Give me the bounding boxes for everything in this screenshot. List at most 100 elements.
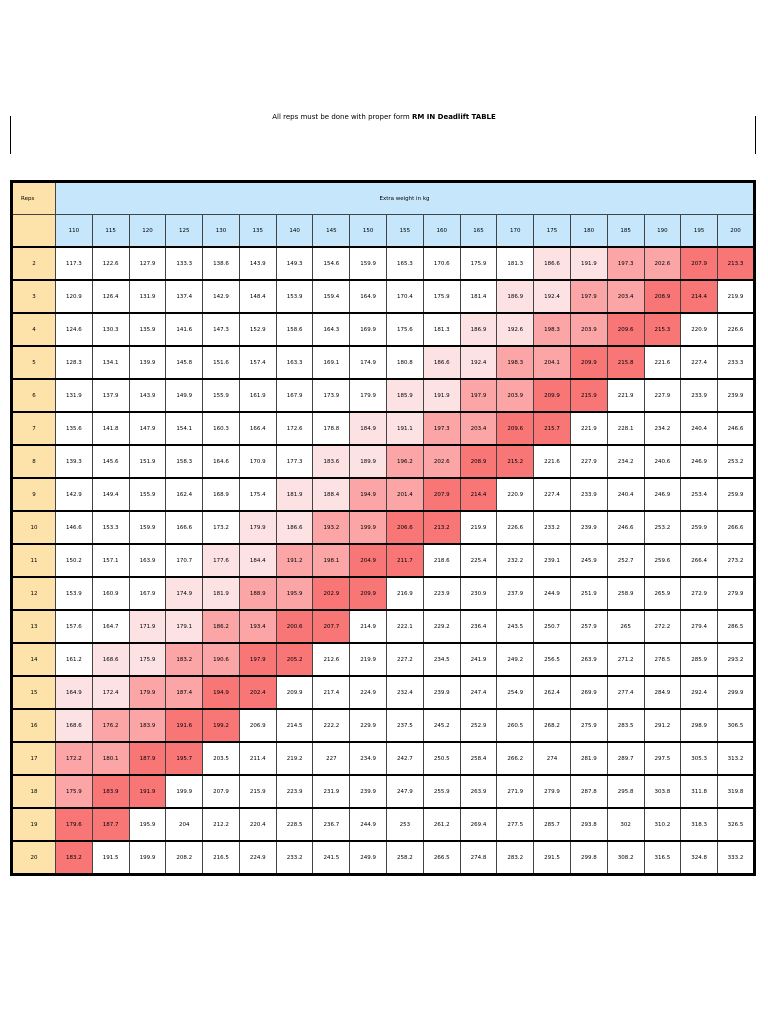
value-cell: 197.3 xyxy=(606,246,645,281)
value-cell: 286.5 xyxy=(717,609,755,644)
value-cell: 239.1 xyxy=(533,543,571,578)
value-cell: 220.9 xyxy=(680,312,719,347)
value-cell: 215.9 xyxy=(238,774,277,809)
value-cell: 225.4 xyxy=(459,543,498,578)
value-cell: 261.2 xyxy=(422,807,461,842)
value-cell: 271.9 xyxy=(496,774,535,809)
reps-cell: 15 xyxy=(11,675,56,710)
weight-column-header: 185 xyxy=(606,214,645,248)
value-cell: 234.2 xyxy=(606,444,645,479)
value-cell: 191.2 xyxy=(275,543,314,578)
value-cell: 186.9 xyxy=(496,279,535,314)
title-bold: RM IN Deadlift TABLE xyxy=(411,113,496,121)
value-cell: 207.7 xyxy=(312,609,351,644)
value-cell: 291.5 xyxy=(533,840,571,876)
value-cell: 151.9 xyxy=(128,444,167,479)
value-cell: 181.3 xyxy=(496,246,535,281)
value-cell: 150.2 xyxy=(55,543,93,578)
value-cell: 277.4 xyxy=(606,675,645,710)
value-cell: 186.9 xyxy=(459,312,498,347)
value-cell: 186.6 xyxy=(422,345,461,380)
value-cell: 206.6 xyxy=(386,510,424,545)
value-cell: 237.9 xyxy=(496,576,535,611)
value-cell: 333.2 xyxy=(717,840,755,876)
value-cell: 165.3 xyxy=(386,246,424,281)
value-cell: 194.9 xyxy=(202,675,240,710)
value-cell: 170.7 xyxy=(165,543,204,578)
value-cell: 175.9 xyxy=(422,279,461,314)
value-cell: 202.6 xyxy=(643,246,682,281)
table-row: 15 164.9 172.4 179.9 187.4 194.9 202.4 209.9 217… xyxy=(11,675,755,710)
value-cell: 250.5 xyxy=(422,741,461,776)
value-cell: 161.9 xyxy=(238,378,277,413)
value-cell: 228.5 xyxy=(275,807,314,842)
value-cell: 211.7 xyxy=(386,543,424,578)
value-cell: 158.3 xyxy=(165,444,204,479)
value-cell: 195.9 xyxy=(275,576,314,611)
value-cell: 192.4 xyxy=(459,345,498,380)
value-cell: 240.4 xyxy=(680,411,719,446)
value-cell: 183.2 xyxy=(165,642,204,677)
value-cell: 313.2 xyxy=(717,741,755,776)
value-cell: 124.6 xyxy=(55,312,93,347)
value-cell: 236.7 xyxy=(312,807,351,842)
value-cell: 172.2 xyxy=(55,741,93,776)
value-cell: 279.9 xyxy=(717,576,755,611)
value-cell: 209.6 xyxy=(496,411,535,446)
reps-cell: 14 xyxy=(11,642,56,677)
value-cell: 319.8 xyxy=(717,774,755,809)
value-cell: 305.3 xyxy=(680,741,719,776)
value-cell: 224.9 xyxy=(238,840,277,876)
value-cell: 221.6 xyxy=(643,345,682,380)
weight-column-header: 145 xyxy=(312,214,351,248)
value-cell: 181.4 xyxy=(459,279,498,314)
value-cell: 306.5 xyxy=(717,708,755,743)
value-cell: 168.6 xyxy=(55,708,93,743)
value-cell: 148.4 xyxy=(238,279,277,314)
value-cell: 239.9 xyxy=(349,774,388,809)
weight-column-header: 115 xyxy=(91,214,130,248)
value-cell: 139.9 xyxy=(128,345,167,380)
value-cell: 222.2 xyxy=(312,708,351,743)
weight-column-header: 165 xyxy=(459,214,498,248)
value-cell: 179.6 xyxy=(55,807,93,842)
value-cell: 271.2 xyxy=(606,642,645,677)
value-cell: 260.5 xyxy=(496,708,535,743)
value-cell: 203.4 xyxy=(459,411,498,446)
value-cell: 220.9 xyxy=(496,477,535,512)
value-cell: 240.4 xyxy=(606,477,645,512)
value-cell: 138.6 xyxy=(202,246,240,281)
value-cell: 232.2 xyxy=(496,543,535,578)
value-cell: 191.9 xyxy=(128,774,167,809)
weight-column-header: 120 xyxy=(128,214,167,248)
value-cell: 202.6 xyxy=(422,444,461,479)
value-cell: 229.2 xyxy=(422,609,461,644)
value-cell: 167.9 xyxy=(128,576,167,611)
value-cell: 175.4 xyxy=(238,477,277,512)
value-cell: 268.2 xyxy=(533,708,571,743)
value-cell: 170.4 xyxy=(386,279,424,314)
value-cell: 186.6 xyxy=(275,510,314,545)
value-cell: 174.9 xyxy=(349,345,388,380)
value-cell: 213.2 xyxy=(422,510,461,545)
value-cell: 207.9 xyxy=(680,246,719,281)
value-cell: 230.9 xyxy=(459,576,498,611)
value-cell: 274.8 xyxy=(459,840,498,876)
reps-cell: 6 xyxy=(11,378,56,413)
value-cell: 162.4 xyxy=(165,477,204,512)
value-cell: 215.7 xyxy=(533,411,571,446)
value-cell: 193.4 xyxy=(238,609,277,644)
value-cell: 187.4 xyxy=(165,675,204,710)
value-cell: 266.6 xyxy=(717,510,755,545)
reps-cell: 18 xyxy=(11,774,56,809)
reps-cell: 4 xyxy=(11,312,56,347)
value-cell: 179.1 xyxy=(165,609,204,644)
reps-cell: 7 xyxy=(11,411,56,446)
value-cell: 164.9 xyxy=(349,279,388,314)
value-cell: 272.9 xyxy=(680,576,719,611)
reps-cell: 16 xyxy=(11,708,56,743)
value-cell: 149.4 xyxy=(91,477,130,512)
value-cell: 199.9 xyxy=(165,774,204,809)
value-cell: 185.9 xyxy=(386,378,424,413)
value-cell: 196.2 xyxy=(386,444,424,479)
